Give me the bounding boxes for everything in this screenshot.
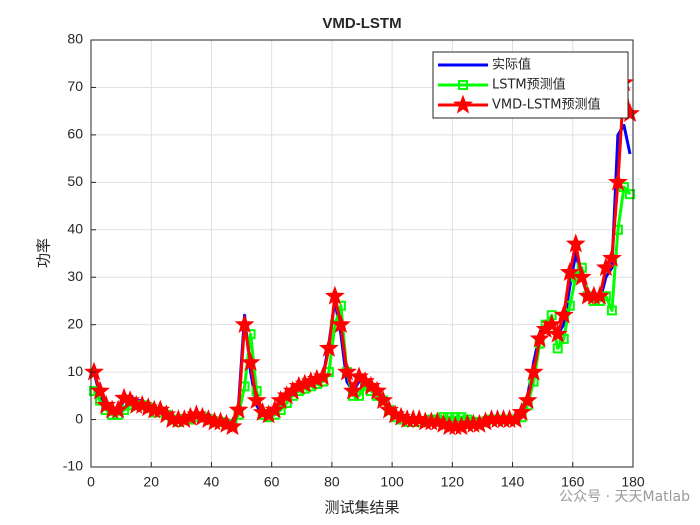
star-marker (608, 171, 628, 191)
square-marker (606, 305, 617, 316)
legend-label: VMD-LSTM预测值 (492, 97, 600, 113)
axes-box (90, 39, 634, 468)
star-marker (571, 266, 592, 286)
y-tick-label: 80 (67, 31, 83, 47)
x-tick-label: 180 (621, 474, 645, 490)
y-tick-label: 20 (67, 315, 83, 331)
legend-label: 实际值 (492, 57, 531, 73)
star-marker (84, 361, 104, 381)
star-marker (331, 314, 351, 334)
legend-marker (453, 94, 473, 114)
legend-label: LSTM预测值 (492, 77, 566, 93)
y-tick-label: 70 (67, 78, 83, 94)
plot-area (84, 72, 640, 436)
star-marker (337, 361, 357, 381)
chart-title: VMD-LSTM (322, 15, 401, 32)
star-marker (234, 314, 255, 334)
star-marker (565, 233, 586, 253)
legend-marker (458, 80, 468, 90)
x-tick-label: 160 (561, 474, 585, 490)
y-tick-label: 50 (67, 173, 83, 189)
star-marker (246, 390, 267, 410)
star-marker (373, 390, 393, 410)
y-axis-label: 功率 (35, 238, 53, 268)
star-marker (324, 285, 345, 305)
watermark: 公众号 · 天天Matlab (559, 489, 690, 505)
legend: 实际值 LSTM预测值 VMD-LSTM预测值 (432, 51, 629, 119)
y-tick-label: 40 (67, 220, 83, 236)
square-marker (552, 343, 563, 354)
star-marker (312, 366, 333, 386)
square-marker (624, 189, 635, 200)
x-tick-label: 60 (264, 474, 280, 490)
y-tick-label: 0 (75, 410, 83, 426)
star-marker (222, 416, 243, 436)
star-marker (240, 352, 261, 372)
star-marker (511, 401, 532, 421)
star-marker (228, 399, 249, 419)
star-marker (90, 380, 110, 400)
star-marker (318, 337, 339, 357)
star-marker (264, 399, 285, 419)
star-marker (367, 380, 387, 400)
y-tick-label: 10 (67, 363, 83, 379)
x-tick-label: 20 (143, 474, 159, 490)
x-tick-label: 0 (87, 474, 95, 490)
x-tick-label: 140 (501, 474, 525, 490)
y-tick-label: 30 (67, 268, 83, 284)
star-marker (523, 361, 544, 381)
star-marker (559, 262, 580, 281)
y-tick-label: -10 (63, 458, 83, 474)
star-marker (553, 304, 574, 324)
star-marker (517, 390, 538, 410)
x-tick-label: 40 (204, 474, 220, 490)
star-marker (547, 323, 568, 343)
star-marker (589, 285, 610, 305)
x-tick-label: 80 (324, 474, 340, 490)
star-marker (529, 328, 550, 348)
x-tick-label: 120 (441, 474, 465, 490)
star-marker (595, 257, 616, 277)
x-tick-label: 100 (380, 474, 404, 490)
x-axis-label: 测试集结果 (324, 499, 399, 517)
y-tick-label: 60 (67, 126, 83, 142)
star-marker (602, 247, 622, 267)
